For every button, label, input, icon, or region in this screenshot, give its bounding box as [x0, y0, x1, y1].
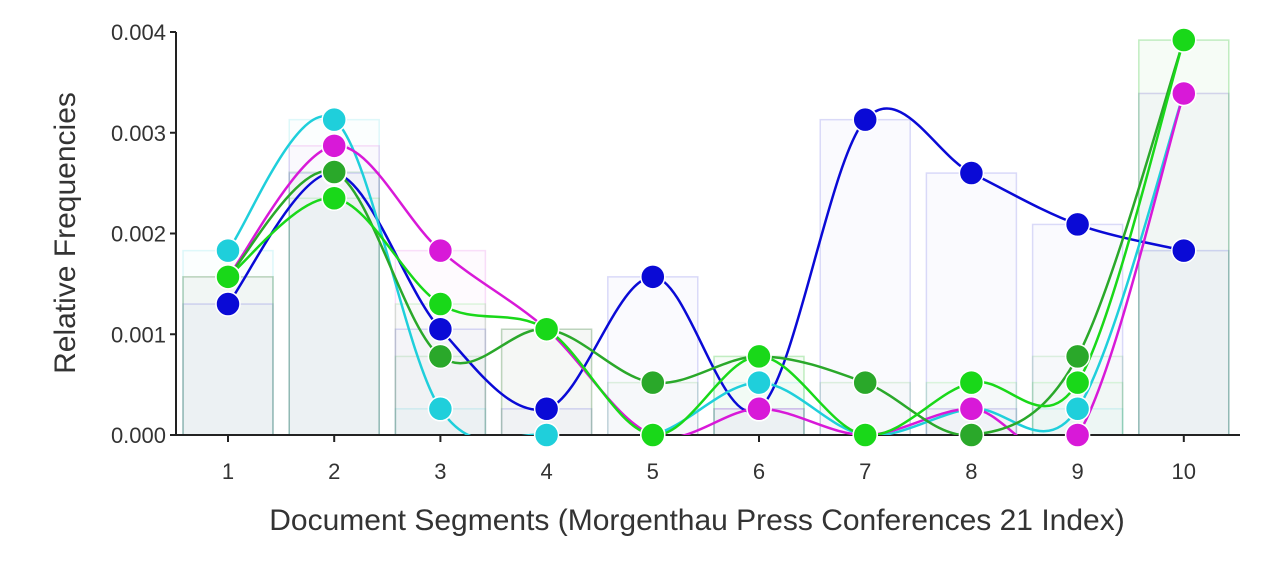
y-tick-label: 0.003 [111, 121, 166, 146]
x-tick-label: 4 [540, 459, 552, 484]
data-point-series-5-segment-3[interactable] [427, 291, 454, 317]
data-point-series-3-segment-3[interactable] [427, 237, 454, 264]
data-point-series-1-segment-9[interactable] [1064, 211, 1091, 238]
data-point-series-3-segment-8[interactable] [958, 396, 985, 422]
x-tick-label: 8 [965, 459, 977, 484]
series-line-2 [227, 93, 1185, 435]
y-tick-label: 0.004 [111, 20, 166, 45]
data-point-series-4-segment-9[interactable] [1064, 343, 1091, 370]
data-point-series-5-segment-7[interactable] [852, 422, 878, 448]
data-point-series-3-segment-6[interactable] [746, 396, 772, 422]
data-point-series-2-segment-6[interactable] [746, 369, 772, 396]
x-tick-label: 9 [1071, 459, 1083, 484]
data-point-series-5-segment-4[interactable] [533, 316, 560, 342]
y-tick-label: 0.002 [111, 222, 166, 247]
x-tick-label: 10 [1172, 459, 1196, 484]
y-tick-label: 0.000 [111, 423, 166, 448]
x-tick-label: 2 [328, 459, 340, 484]
x-tick-label: 7 [859, 459, 871, 484]
data-point-series-3-segment-10[interactable] [1171, 80, 1197, 107]
x-axis-title: Document Segments (Morgenthau Press Conf… [269, 504, 1124, 537]
data-point-series-1-segment-1[interactable] [215, 291, 241, 317]
data-point-series-1-segment-4[interactable] [533, 396, 560, 422]
series-line-4 [227, 39, 1185, 435]
bar-series-5-segment-2 [288, 197, 380, 436]
data-point-series-2-segment-1[interactable] [215, 237, 241, 264]
data-point-series-2-segment-9[interactable] [1064, 396, 1091, 422]
data-point-series-3-segment-9[interactable] [1064, 422, 1091, 448]
data-point-series-5-segment-9[interactable] [1064, 369, 1091, 396]
data-point-series-5-segment-6[interactable] [746, 343, 772, 370]
y-tick-label: 0.001 [111, 322, 166, 347]
data-point-series-4-segment-3[interactable] [427, 343, 454, 370]
series-line-3 [227, 93, 1185, 435]
data-point-series-5-segment-10[interactable] [1171, 27, 1197, 53]
x-tick-label: 5 [647, 459, 659, 484]
data-point-series-4-segment-8[interactable] [958, 422, 985, 448]
y-axis-title: Relative Frequencies [49, 92, 82, 374]
data-point-series-4-segment-5[interactable] [640, 369, 666, 396]
points-layer [215, 27, 1197, 448]
data-point-series-2-segment-2[interactable] [321, 106, 347, 133]
data-point-series-1-segment-3[interactable] [427, 316, 454, 342]
data-point-series-5-segment-1[interactable] [215, 264, 241, 290]
x-tick-label: 1 [222, 459, 234, 484]
data-point-series-1-segment-5[interactable] [640, 264, 666, 290]
data-point-series-1-segment-8[interactable] [958, 160, 985, 186]
x-tick-label: 6 [753, 459, 765, 484]
data-point-series-3-segment-2[interactable] [321, 133, 347, 159]
data-point-series-2-segment-3[interactable] [427, 396, 454, 422]
x-tick-label: 3 [434, 459, 446, 484]
data-point-series-5-segment-2[interactable] [321, 185, 347, 211]
data-point-series-5-segment-8[interactable] [958, 369, 985, 396]
bars-layer [182, 39, 1230, 436]
data-point-series-4-segment-2[interactable] [321, 159, 347, 185]
lines-layer [227, 39, 1185, 435]
data-point-series-4-segment-7[interactable] [852, 369, 878, 396]
data-point-series-1-segment-10[interactable] [1171, 237, 1197, 264]
data-point-series-2-segment-4[interactable] [533, 422, 560, 448]
data-point-series-1-segment-7[interactable] [852, 106, 878, 133]
axes-layer: 0.000 0.001 0.002 0.003 0.004 1 2 3 4 5 6 7 8 9 10 [111, 20, 1240, 484]
data-point-series-5-segment-5[interactable] [640, 422, 666, 448]
